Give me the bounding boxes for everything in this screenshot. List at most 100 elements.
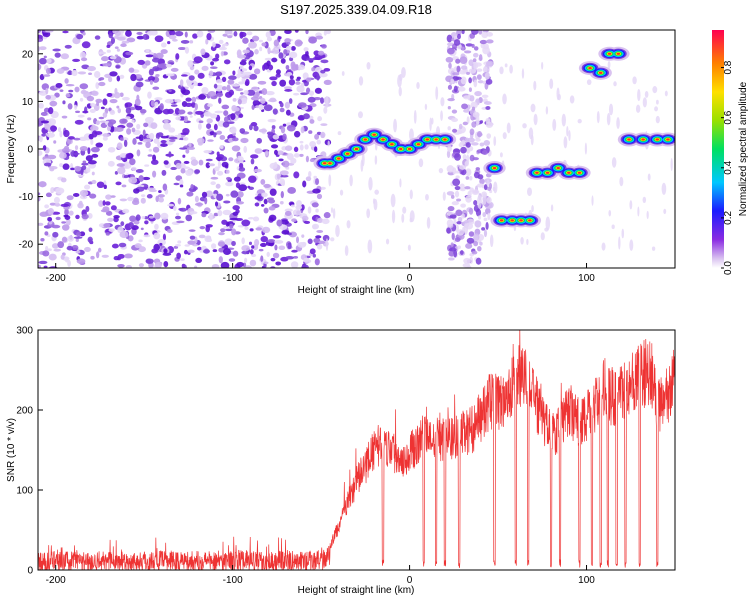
noise-blob — [67, 259, 71, 267]
smear-blob — [545, 106, 549, 115]
snr-background — [38, 330, 675, 570]
noise-blob — [75, 238, 79, 243]
noise-blob — [84, 184, 91, 190]
noise-blob — [170, 67, 179, 72]
smear-blob — [332, 208, 336, 219]
noise-blob — [131, 119, 135, 123]
noise-blob — [464, 50, 472, 54]
noise-blob — [163, 119, 169, 124]
noise-blob — [481, 31, 489, 39]
smear-blob — [568, 130, 571, 142]
noise-blob — [296, 236, 300, 244]
noise-blob — [239, 128, 246, 134]
noise-blob — [297, 102, 307, 109]
noise-blob — [218, 256, 223, 264]
noise-blob — [248, 241, 253, 246]
noise-blob — [206, 123, 212, 130]
snr-y-tick-label: 300 — [16, 326, 33, 337]
noise-blob — [451, 109, 458, 114]
noise-blob — [116, 163, 125, 167]
smear-blob — [413, 109, 417, 124]
noise-blob — [462, 263, 471, 268]
noise-blob — [284, 101, 290, 109]
noise-blob — [211, 264, 220, 268]
noise-blob — [126, 37, 136, 43]
noise-blob — [238, 167, 246, 172]
noise-blob — [218, 97, 222, 104]
noise-blob — [149, 79, 153, 85]
noise-blob — [203, 111, 213, 117]
smear-blob — [493, 181, 498, 194]
noise-blob — [153, 138, 160, 144]
noise-blob — [266, 36, 272, 42]
noise-blob — [215, 156, 224, 161]
smear-blob — [330, 237, 335, 242]
smear-blob — [608, 103, 614, 116]
noise-blob — [233, 31, 238, 37]
noise-blob — [318, 240, 326, 245]
noise-blob — [185, 214, 193, 222]
noise-blob — [279, 79, 287, 87]
noise-blob — [179, 184, 184, 188]
noise-blob — [320, 123, 328, 127]
tone-blob — [354, 147, 359, 151]
noise-blob — [184, 31, 188, 38]
noise-blob — [297, 64, 306, 71]
noise-blob — [284, 30, 292, 34]
noise-blob — [479, 178, 485, 185]
noise-blob — [251, 86, 259, 92]
smear-blob — [608, 209, 612, 217]
noise-blob — [113, 214, 120, 219]
noise-blob — [237, 98, 242, 105]
noise-blob — [203, 150, 212, 154]
noise-blob — [203, 249, 210, 254]
noise-blob — [129, 215, 137, 222]
noise-blob — [142, 176, 151, 181]
noise-blob — [135, 214, 141, 221]
noise-blob — [299, 140, 304, 144]
noise-blob — [484, 82, 489, 90]
noise-blob — [236, 201, 245, 205]
smear-blob — [642, 97, 647, 108]
noise-blob — [159, 242, 163, 246]
noise-blob — [60, 203, 70, 207]
noise-blob — [136, 31, 143, 35]
noise-blob — [73, 137, 81, 141]
noise-blob — [59, 130, 63, 138]
noise-blob — [224, 238, 233, 246]
noise-blob — [60, 53, 70, 60]
smear-blob — [482, 193, 487, 205]
noise-blob — [284, 145, 293, 152]
noise-blob — [136, 94, 140, 101]
noise-blob — [89, 108, 96, 113]
noise-blob — [91, 179, 97, 185]
noise-blob — [108, 76, 113, 83]
smear-blob — [637, 89, 641, 102]
noise-blob — [260, 97, 266, 104]
noise-blob — [95, 120, 100, 126]
noise-blob — [271, 80, 277, 87]
smear-blob — [556, 87, 560, 101]
noise-blob — [131, 127, 136, 133]
tone-blob — [372, 133, 376, 136]
noise-blob — [485, 117, 491, 124]
noise-blob — [152, 154, 157, 162]
noise-blob — [154, 223, 159, 230]
noise-blob — [154, 97, 163, 101]
noise-blob — [119, 74, 125, 79]
noise-blob — [119, 152, 127, 158]
noise-blob — [311, 223, 320, 230]
noise-blob — [43, 55, 47, 59]
noise-blob — [283, 48, 288, 55]
noise-blob — [199, 226, 206, 230]
smear-blob — [540, 232, 545, 241]
noise-blob — [483, 217, 488, 222]
noise-blob — [284, 88, 293, 92]
noise-blob — [87, 160, 97, 165]
noise-blob — [460, 203, 466, 208]
noise-blob — [163, 260, 169, 268]
noise-blob — [279, 107, 285, 113]
spectrogram-frame — [37, 29, 676, 269]
noise-blob — [479, 120, 484, 124]
noise-blob — [245, 78, 250, 86]
